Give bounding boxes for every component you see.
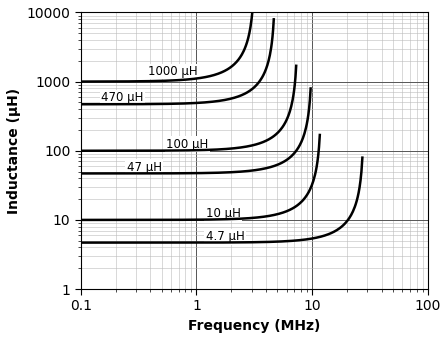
- Text: 470 μH: 470 μH: [101, 91, 143, 104]
- Text: 10 μH: 10 μH: [206, 207, 241, 220]
- Text: 47 μH: 47 μH: [127, 160, 162, 174]
- Text: 1000 μH: 1000 μH: [148, 65, 198, 78]
- X-axis label: Frequency (MHz): Frequency (MHz): [188, 319, 320, 333]
- Y-axis label: Inductance (μH): Inductance (μH): [7, 88, 21, 214]
- Text: 100 μH: 100 μH: [167, 138, 209, 151]
- Text: 4.7 μH: 4.7 μH: [206, 230, 245, 243]
